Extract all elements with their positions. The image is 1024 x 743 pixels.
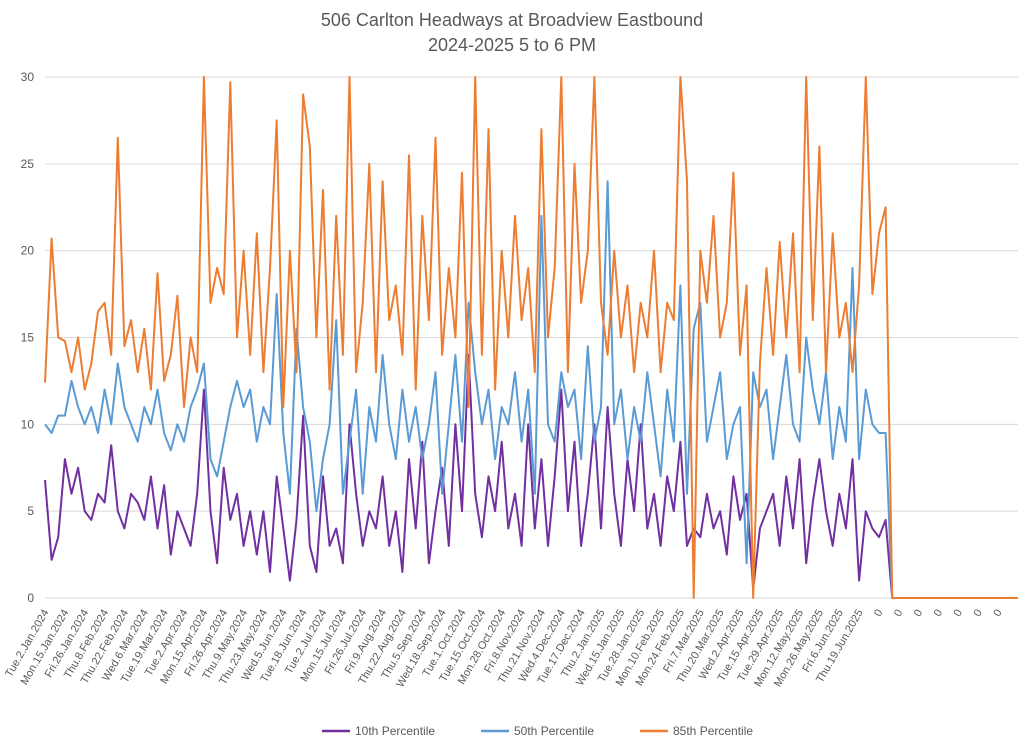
- series-line-10th-percentile: [44, 353, 1018, 599]
- x-tick-label: 0: [912, 608, 925, 619]
- series-line-85th-percentile: [44, 76, 1018, 599]
- chart-title-line-2: 2024-2025 5 to 6 PM: [428, 35, 596, 55]
- y-tick-label: 5: [27, 504, 34, 518]
- x-tick-label: 0: [892, 608, 905, 619]
- series-line-50th-percentile: [44, 180, 1018, 599]
- y-tick-label: 25: [21, 157, 35, 171]
- legend-label: 85th Percentile: [673, 724, 753, 738]
- y-tick-label: 15: [21, 331, 35, 345]
- x-tick-label: 0: [872, 608, 885, 619]
- y-tick-label: 0: [27, 591, 34, 605]
- x-tick-label: 0: [991, 608, 1004, 619]
- y-tick-label: 20: [21, 244, 35, 258]
- chart-title-line-1: 506 Carlton Headways at Broadview Eastbo…: [321, 10, 703, 30]
- y-tick-label: 30: [21, 70, 35, 84]
- y-tick-label: 10: [21, 417, 35, 431]
- legend-label: 50th Percentile: [514, 724, 594, 738]
- x-tick-label: 0: [932, 608, 945, 619]
- x-tick-label: 0: [952, 608, 965, 619]
- x-tick-label: 0: [971, 608, 984, 619]
- legend-label: 10th Percentile: [355, 724, 435, 738]
